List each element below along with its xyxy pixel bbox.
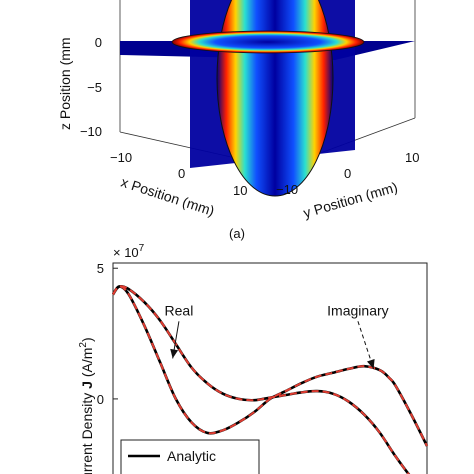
z-tick-label: −10	[80, 124, 102, 139]
z-tick-label: −5	[87, 80, 102, 95]
vertical-disc-slice	[217, 0, 333, 196]
series-layer	[111, 284, 429, 474]
annotation-arrow	[357, 321, 375, 370]
y-axis-label: y Position (mm)	[301, 179, 399, 221]
panel-b-line-plot: × 107 5 0 Current Density J (A/m2) Real I…	[78, 243, 429, 474]
legend-entry-analytic: Analytic	[167, 448, 216, 464]
x-tick-label: −10	[110, 150, 132, 165]
y-axis-label: Current Density J (A/m2)	[78, 337, 95, 474]
z-tick-label: 0	[95, 35, 102, 50]
panel-label: (a)	[229, 226, 245, 241]
x-tick-label: 10	[233, 183, 247, 198]
y-tick-label: 0	[344, 166, 351, 181]
annotation-arrowhead	[170, 348, 179, 359]
series-line-3	[112, 285, 428, 447]
horizontal-disc-slice	[171, 30, 365, 54]
y-tick-label: −10	[276, 182, 298, 197]
panel-a-3d-plot: 0 −5 −10 z Position (mm −10 0 10 x Posit…	[57, 0, 419, 241]
series-line-2	[112, 285, 410, 474]
annotation-arrowhead	[367, 359, 375, 369]
annotations: Real Imaginary	[165, 302, 389, 370]
y-tick-label: 5	[97, 261, 104, 276]
y-tick-label: 0	[97, 392, 104, 407]
y-tick-label: 10	[405, 150, 419, 165]
z-axis: 0 −5 −10 z Position (mm	[57, 35, 102, 139]
annotation-label: Real	[165, 302, 194, 318]
z-axis-label: z Position (mm	[57, 37, 73, 130]
annotation-label: Imaginary	[327, 302, 388, 318]
plot-area	[112, 262, 428, 474]
x-axis-label: x Position (mm)	[119, 174, 216, 219]
legend: Analytic	[120, 439, 260, 474]
y-exponent-label: × 107	[113, 243, 145, 260]
x-tick-label: 0	[178, 166, 185, 181]
